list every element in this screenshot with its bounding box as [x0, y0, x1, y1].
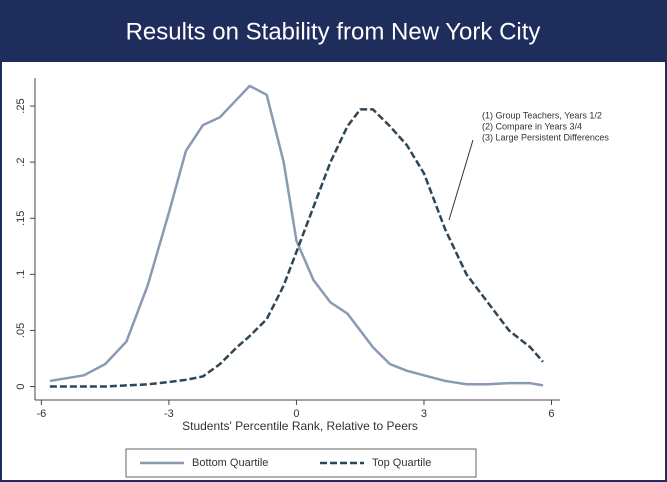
x-tick-label: -3 [164, 408, 174, 420]
x-tick-label: -6 [36, 408, 46, 420]
y-tick-label: 0 [15, 383, 27, 389]
annotation: (3) Large Persistent Differences [482, 132, 609, 142]
x-tick-label: 3 [421, 408, 427, 420]
y-tick-label: .2 [15, 158, 27, 167]
y-tick-label: .05 [15, 323, 27, 338]
y-tick-label: .1 [15, 270, 27, 279]
x-tick-label: 6 [548, 408, 554, 420]
annotation-pointer [448, 139, 474, 221]
annotation: (2) Compare in Years 3/4 [482, 121, 582, 131]
annotation: (1) Group Teachers, Years 1/2 [482, 110, 602, 120]
y-tick-label: .25 [15, 98, 27, 113]
x-tick-label: 0 [293, 408, 299, 420]
legend-label: Bottom Quartile [192, 457, 268, 469]
header [0, 0, 667, 62]
y-tick-label: .15 [15, 211, 27, 226]
x-axis-label: Students' Percentile Rank, Relative to P… [182, 419, 418, 433]
series-line [49, 84, 544, 387]
chart-title: Results on Stability from New York City [126, 18, 541, 45]
legend-label: Top Quartile [372, 457, 431, 469]
legend-box [125, 448, 477, 478]
